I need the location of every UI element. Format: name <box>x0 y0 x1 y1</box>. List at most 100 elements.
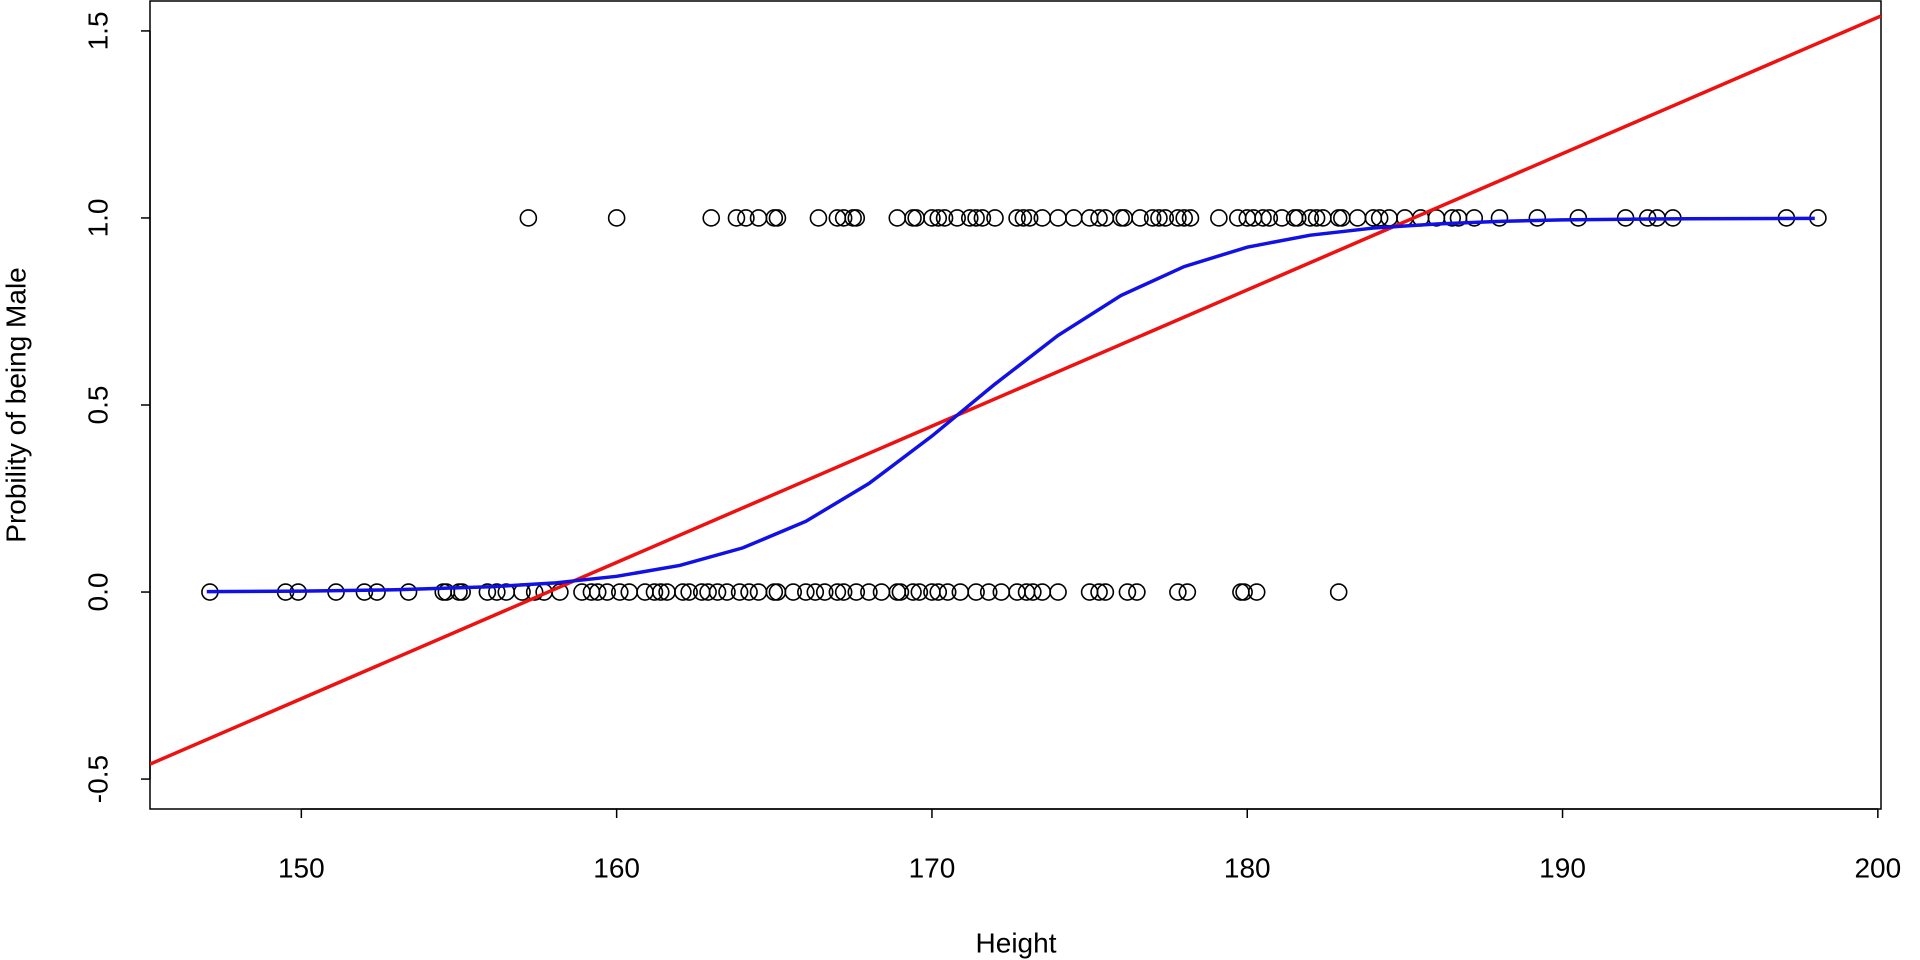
point <box>610 583 629 601</box>
point <box>948 209 966 227</box>
point <box>923 209 941 227</box>
point <box>935 209 954 227</box>
y-tick-label: -0.5 <box>82 755 113 803</box>
point <box>651 583 670 601</box>
point <box>1150 209 1168 227</box>
plot-box <box>149 0 1882 810</box>
point <box>967 583 985 601</box>
point <box>815 583 834 601</box>
point <box>806 583 825 601</box>
point <box>967 209 985 227</box>
point <box>797 583 815 601</box>
point <box>847 583 866 601</box>
point <box>1065 209 1083 227</box>
line <box>206 216 1815 594</box>
point <box>749 583 768 601</box>
point <box>699 583 717 601</box>
point <box>1254 209 1272 227</box>
point <box>768 209 787 227</box>
point <box>519 209 538 227</box>
point <box>979 583 998 601</box>
point <box>1090 209 1108 227</box>
point <box>1090 583 1108 601</box>
point <box>992 583 1011 601</box>
point <box>910 583 929 601</box>
point <box>938 583 957 601</box>
point <box>860 583 878 601</box>
point <box>973 209 992 227</box>
point <box>1128 583 1146 601</box>
point <box>1443 209 1461 227</box>
point <box>1024 583 1042 601</box>
point <box>573 583 591 601</box>
x-tick-label: 160 <box>593 852 640 883</box>
point <box>702 209 721 227</box>
line <box>150 14 1881 766</box>
y-tick-label: 1.5 <box>82 11 113 50</box>
point <box>1033 583 1052 601</box>
point <box>960 209 979 227</box>
point <box>1228 209 1247 227</box>
point <box>1049 583 1067 601</box>
point <box>1118 583 1137 601</box>
point <box>1528 209 1547 227</box>
point <box>1307 209 1326 227</box>
point <box>1380 209 1398 227</box>
point <box>1329 583 1348 601</box>
point <box>708 583 727 601</box>
y-tick-label: 1.0 <box>82 198 113 237</box>
point <box>718 583 736 601</box>
point <box>929 209 948 227</box>
point <box>749 209 768 227</box>
point <box>636 583 654 601</box>
point <box>1080 209 1099 227</box>
point <box>1143 209 1162 227</box>
point <box>588 583 607 601</box>
point <box>1096 583 1115 601</box>
point <box>368 583 386 601</box>
point <box>1210 209 1228 227</box>
point <box>355 583 374 601</box>
point <box>598 583 616 601</box>
point <box>888 209 907 227</box>
y-axis-title: Probility of being Male <box>0 267 31 542</box>
point <box>847 209 866 227</box>
point <box>1260 209 1279 227</box>
x-tick-label: 180 <box>1224 852 1271 883</box>
point <box>1169 583 1187 601</box>
point <box>645 583 664 601</box>
point <box>1080 583 1099 601</box>
point <box>828 583 847 601</box>
point <box>1490 209 1509 227</box>
y-tick-label: 0.5 <box>82 386 113 425</box>
point <box>1465 209 1484 227</box>
point <box>872 583 891 601</box>
point <box>1273 209 1291 227</box>
y-tick-label: 0.0 <box>82 573 113 612</box>
point <box>730 583 749 601</box>
point <box>951 583 970 601</box>
point <box>1008 209 1026 227</box>
x-axis-title: Height <box>976 927 1057 958</box>
point <box>1169 209 1187 227</box>
point <box>1033 209 1052 227</box>
point <box>1175 209 1193 227</box>
point <box>809 209 828 227</box>
point <box>399 583 418 601</box>
point <box>1181 209 1200 227</box>
point <box>680 583 698 601</box>
point <box>1178 583 1197 601</box>
point <box>1247 583 1266 601</box>
point <box>1131 209 1149 227</box>
point <box>834 583 853 601</box>
point <box>727 209 746 227</box>
point <box>1348 209 1367 227</box>
point <box>1288 209 1307 227</box>
point <box>453 583 471 601</box>
point <box>737 209 755 227</box>
point <box>1008 583 1026 601</box>
point <box>1156 209 1175 227</box>
x-tick-label: 190 <box>1539 852 1586 883</box>
